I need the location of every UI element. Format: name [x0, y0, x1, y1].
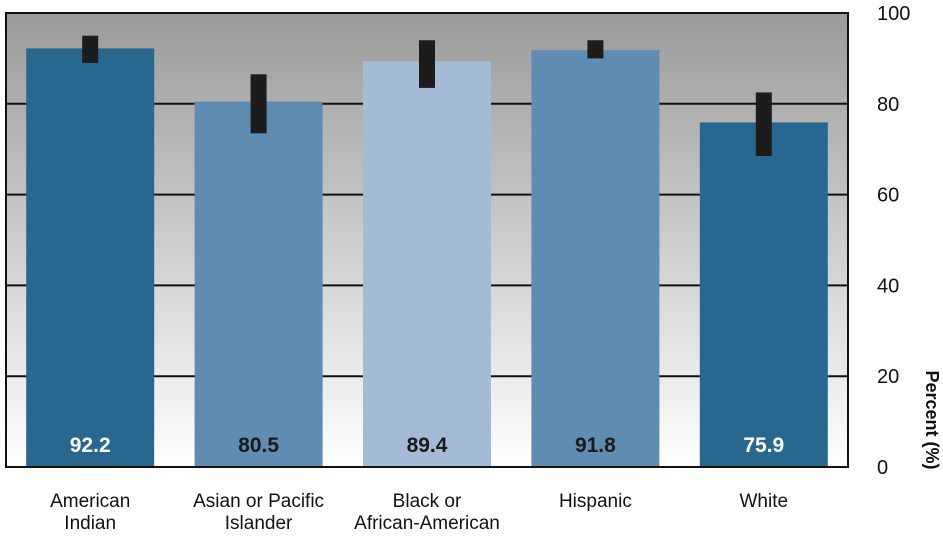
x-category-label-line: Black or [393, 491, 462, 512]
bar [363, 61, 491, 468]
bar [194, 101, 323, 467]
y-tick-label: 100 [877, 3, 910, 25]
bar-value-label: 89.4 [407, 434, 448, 457]
y-tick-label: 40 [877, 275, 899, 297]
x-category-label: American Indian [50, 491, 130, 534]
error-bar [250, 74, 267, 134]
x-category-label: Hispanic [559, 491, 632, 512]
x-category-label-line: American [50, 491, 130, 512]
x-category-label-line: Hispanic [559, 491, 632, 512]
x-axis-categories: American Indian Asian or Pacific Islander Bl… [50, 491, 788, 534]
error-bar [82, 35, 99, 63]
y-tick-label: 80 [877, 94, 899, 116]
x-category-label-line: White [740, 491, 789, 512]
x-category-label: White [740, 491, 789, 512]
bar [699, 122, 828, 467]
y-tick-label: 20 [877, 366, 899, 388]
bar [531, 50, 660, 468]
y-tick-label: 0 [877, 457, 888, 479]
x-category-label-line: Islander [225, 513, 293, 534]
x-category-label-line: Indian [64, 513, 116, 534]
bar-value-label: 75.9 [743, 434, 784, 457]
bar [26, 48, 155, 468]
plot-frame [5, 12, 849, 468]
error-bar [587, 40, 604, 59]
bars: 92.2 80.5 89.4 91.8 75.9 [26, 35, 828, 468]
x-category-label: Asian or Pacific Islander [193, 491, 324, 534]
x-category-label-line: African-American [354, 513, 500, 534]
error-bar [419, 40, 435, 88]
error-bar [755, 92, 772, 157]
bar-value-label: 92.2 [70, 434, 111, 457]
bar-value-label: 80.5 [238, 434, 279, 457]
bar-value-label: 91.8 [575, 434, 616, 457]
y-axis-label: Percent (%) [922, 370, 942, 469]
x-category-label: Black or African-American [354, 491, 500, 534]
x-category-label-line: Asian or Pacific [193, 491, 324, 512]
y-axis-ticks: 0 20 40 60 80 100 [877, 3, 910, 479]
y-tick-label: 60 [877, 185, 899, 207]
